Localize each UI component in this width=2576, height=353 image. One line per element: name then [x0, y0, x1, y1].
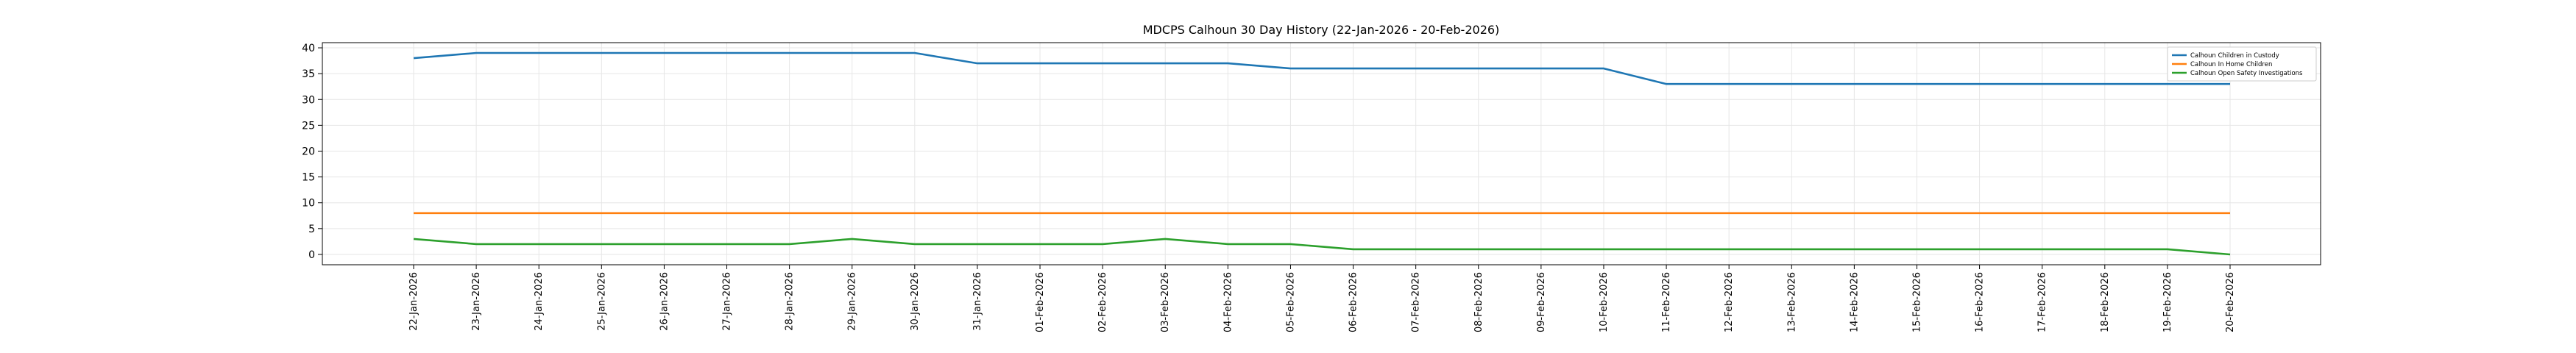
x-tick-label: 13-Feb-2026: [1786, 272, 1797, 332]
y-axis: 0 5 10 15 20 25 30 35 40: [302, 43, 322, 261]
x-tick-label: 06-Feb-2026: [1348, 272, 1359, 332]
y-tick-label: 10: [302, 198, 315, 210]
series-line: [413, 238, 2231, 256]
x-tick-label: 23-Jan-2026: [471, 272, 482, 331]
x-tick-label: 05-Feb-2026: [1285, 272, 1296, 332]
series-lines: [413, 51, 2231, 256]
x-tick-label: 01-Feb-2026: [1035, 272, 1046, 332]
x-tick-label: 20-Feb-2026: [2225, 272, 2236, 332]
legend-label: Calhoun In Home Children: [2190, 61, 2272, 68]
y-tick-label: 5: [308, 224, 315, 235]
y-tick-label: 30: [302, 94, 315, 106]
x-tick-label: 22-Jan-2026: [408, 272, 420, 331]
x-tick-label: 19-Feb-2026: [2162, 272, 2173, 332]
chart-title: MDCPS Calhoun 30 Day History (22-Jan-202…: [1143, 23, 1500, 37]
x-tick-label: 24-Jan-2026: [534, 272, 545, 331]
y-tick-label: 20: [302, 146, 315, 157]
x-tick-label: 30-Jan-2026: [910, 272, 921, 331]
x-tick-label: 09-Feb-2026: [1536, 272, 1547, 332]
x-tick-label: 29-Jan-2026: [847, 272, 858, 331]
x-tick-label: 18-Feb-2026: [2100, 272, 2111, 332]
x-tick-label: 28-Jan-2026: [785, 272, 796, 331]
x-tick-label: 10-Feb-2026: [1599, 272, 1610, 332]
x-tick-label: 27-Jan-2026: [722, 272, 733, 331]
x-tick-label: 04-Feb-2026: [1222, 272, 1234, 332]
x-tick-label: 16-Feb-2026: [1975, 272, 1986, 332]
x-tick-label: 25-Jan-2026: [596, 272, 607, 331]
x-tick-label: 14-Feb-2026: [1849, 272, 1860, 332]
x-tick-label: 12-Feb-2026: [1724, 272, 1735, 332]
x-tick-label: 31-Jan-2026: [972, 272, 983, 331]
x-tick-label: 07-Feb-2026: [1411, 272, 1422, 332]
legend-box: [2167, 46, 2317, 82]
plot-area-frame: [322, 42, 2321, 265]
x-tick-label: 26-Jan-2026: [659, 272, 670, 331]
series-line: [413, 51, 2230, 85]
legend-label: Calhoun Children in Custody: [2190, 52, 2279, 60]
grid-lines: [322, 43, 2321, 265]
y-tick-label: 15: [302, 172, 315, 184]
x-tick-label: 11-Feb-2026: [1661, 272, 1672, 332]
x-tick-label: 02-Feb-2026: [1097, 272, 1108, 332]
x-axis: 22-Jan-2026 23-Jan-2026 24-Jan-2026 25-Jan-…: [408, 265, 2236, 332]
y-tick-label: 25: [302, 120, 315, 132]
x-tick-label: 17-Feb-2026: [2037, 272, 2048, 332]
x-tick-label: 08-Feb-2026: [1473, 272, 1485, 332]
x-tick-label: 15-Feb-2026: [1911, 272, 1922, 332]
x-tick-label: 03-Feb-2026: [1160, 272, 1171, 332]
y-tick-label: 40: [302, 43, 315, 54]
legend-label: Calhoun Open Safety Investigations: [2190, 70, 2303, 77]
y-tick-label: 0: [308, 249, 315, 261]
y-tick-label: 35: [302, 68, 315, 80]
